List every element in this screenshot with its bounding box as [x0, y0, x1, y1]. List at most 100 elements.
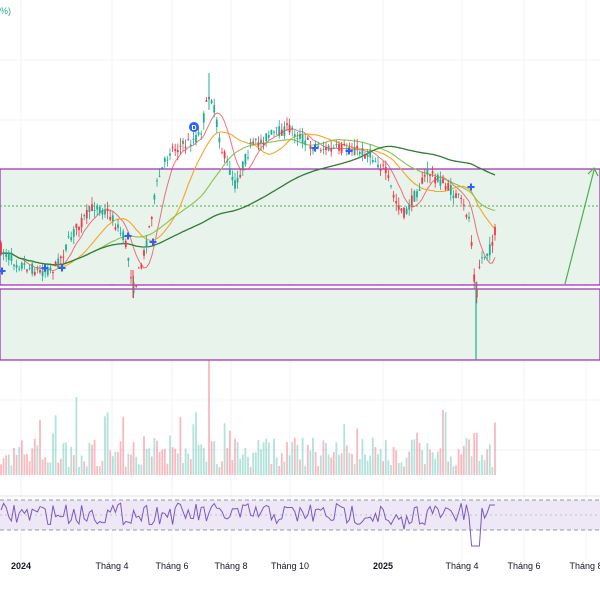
- candle-body: [231, 176, 234, 181]
- volume-bar: [283, 461, 286, 475]
- volume-bar: [205, 461, 208, 475]
- candle-body: [166, 159, 169, 161]
- candle-body: [163, 158, 166, 162]
- volume-bar: [319, 455, 322, 475]
- candle-body: [468, 216, 470, 219]
- volume-bar: [197, 444, 200, 475]
- volume-bar: [457, 449, 460, 475]
- candle-body: [353, 147, 356, 156]
- volume-bar: [18, 447, 21, 475]
- ma-fast-line: [0, 131, 496, 268]
- candle-body: [182, 140, 184, 144]
- candle-body: [491, 242, 494, 246]
- candle-body: [299, 133, 301, 139]
- volume-bar: [111, 456, 114, 475]
- volume-bar: [96, 466, 99, 475]
- volume-bar: [28, 461, 31, 475]
- volume-bar: [213, 440, 216, 475]
- volume-bar: [473, 433, 476, 475]
- volume-bar: [491, 466, 494, 475]
- candle-body: [392, 194, 395, 198]
- projection-arrowhead: [587, 166, 599, 177]
- candle-body: [286, 123, 288, 126]
- candle-body: [65, 244, 67, 251]
- volume-bar: [163, 448, 166, 475]
- candle-body: [5, 254, 8, 257]
- candle-body: [275, 127, 278, 129]
- candle-body: [221, 152, 223, 154]
- candles: [0, 73, 496, 360]
- candle-body: [423, 175, 426, 177]
- candle-body: [41, 270, 44, 277]
- candle-body: [361, 148, 364, 156]
- volume-bar: [405, 457, 408, 475]
- candle-body: [31, 263, 34, 274]
- x-axis-tick-label: Tháng 6: [507, 561, 540, 571]
- volume-bar: [374, 447, 377, 475]
- candle-body: [10, 253, 13, 262]
- candle-body: [171, 147, 174, 149]
- volume-bar: [335, 442, 338, 475]
- volume-bar: [39, 419, 41, 475]
- volume-bar: [366, 460, 369, 475]
- candle-body: [270, 129, 273, 135]
- candle-body: [156, 180, 158, 182]
- candle-body: [384, 166, 387, 174]
- x-axis-tick-label: Tháng 4: [445, 561, 478, 571]
- ma-short-line: [0, 112, 496, 272]
- candle-body: [439, 179, 442, 186]
- volume-bar: [80, 455, 83, 475]
- volume-bar: [75, 397, 78, 475]
- volume-bar: [189, 459, 192, 475]
- candle-body: [161, 167, 164, 169]
- volume-bar: [309, 450, 312, 475]
- signal-markers: D: [0, 122, 475, 275]
- volume-bar: [171, 447, 174, 475]
- candle-body: [457, 193, 460, 195]
- volume-bar: [166, 463, 169, 475]
- dividend-marker-label: D: [191, 125, 196, 132]
- candle-body: [179, 145, 182, 147]
- candle-body: [345, 149, 348, 151]
- volume-bar: [202, 447, 205, 475]
- volume-bar: [416, 432, 418, 475]
- volume-bar: [215, 464, 218, 475]
- volume-bar: [59, 458, 62, 475]
- candle-body: [234, 180, 236, 189]
- volume-bar: [325, 442, 327, 475]
- volume-bar: [483, 459, 486, 475]
- candle-body: [319, 150, 322, 152]
- candle-body: [197, 132, 200, 135]
- candle-body: [364, 154, 366, 159]
- candle-body: [169, 153, 171, 156]
- volume-bar: [65, 442, 67, 475]
- candle-body: [36, 268, 39, 270]
- volume-bar: [351, 453, 353, 475]
- candle-body: [187, 139, 190, 141]
- volume-bar: [382, 461, 385, 475]
- volume-bar: [286, 441, 288, 475]
- candle-body: [228, 167, 231, 175]
- volume-bar: [481, 454, 483, 475]
- volume-bar: [93, 439, 96, 475]
- volume-bar: [158, 451, 161, 475]
- candle-body: [252, 141, 255, 144]
- candle-body: [400, 208, 403, 212]
- volume-bar: [124, 466, 127, 475]
- candle-body: [465, 214, 468, 218]
- candle-body: [278, 126, 281, 137]
- volume-bar: [296, 444, 299, 475]
- volume-bar: [13, 447, 15, 475]
- candle-body: [218, 137, 221, 143]
- candle-body: [421, 177, 424, 184]
- candle-body: [20, 262, 23, 269]
- candle-body: [431, 171, 434, 174]
- volume-bar: [486, 449, 489, 475]
- volume-bar: [436, 451, 439, 475]
- candle-body: [127, 258, 130, 261]
- candle-body: [205, 100, 208, 102]
- candle-body: [312, 149, 314, 151]
- candle-body: [39, 269, 41, 273]
- volume-bar: [184, 448, 187, 475]
